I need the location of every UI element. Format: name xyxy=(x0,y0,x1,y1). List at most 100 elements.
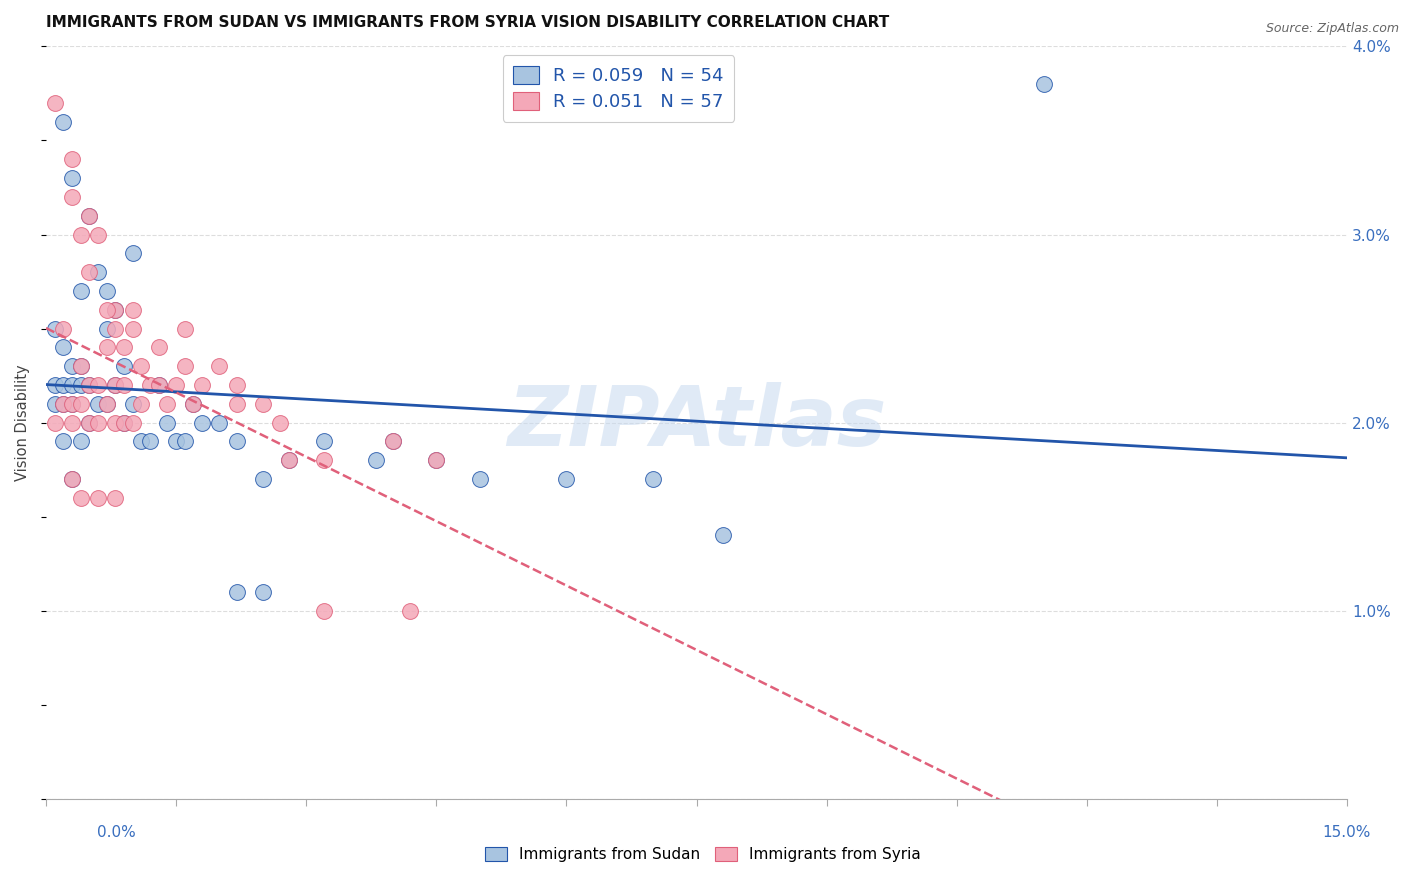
Point xyxy=(156,397,179,411)
Point xyxy=(52,397,75,411)
Point xyxy=(121,416,143,430)
Point xyxy=(643,472,665,486)
Point xyxy=(121,246,143,260)
Point xyxy=(312,453,335,467)
Point xyxy=(104,416,127,430)
Legend: Immigrants from Sudan, Immigrants from Syria: Immigrants from Sudan, Immigrants from S… xyxy=(479,840,927,868)
Point xyxy=(165,434,187,449)
Point xyxy=(1032,77,1054,91)
Point xyxy=(269,416,291,430)
Point xyxy=(96,284,118,298)
Point xyxy=(87,265,110,279)
Point xyxy=(173,321,195,335)
Point xyxy=(79,265,101,279)
Point xyxy=(425,453,447,467)
Point xyxy=(79,378,101,392)
Point xyxy=(79,416,101,430)
Point xyxy=(69,359,91,373)
Point xyxy=(121,321,143,335)
Point xyxy=(44,95,66,110)
Point xyxy=(165,378,187,392)
Text: IMMIGRANTS FROM SUDAN VS IMMIGRANTS FROM SYRIA VISION DISABILITY CORRELATION CHA: IMMIGRANTS FROM SUDAN VS IMMIGRANTS FROM… xyxy=(46,15,889,30)
Point xyxy=(252,397,274,411)
Point xyxy=(112,359,135,373)
Point xyxy=(173,359,195,373)
Point xyxy=(191,416,214,430)
Point xyxy=(208,416,231,430)
Point xyxy=(44,416,66,430)
Point xyxy=(87,397,110,411)
Point xyxy=(69,434,91,449)
Point xyxy=(52,340,75,354)
Point xyxy=(79,209,101,223)
Point xyxy=(104,321,127,335)
Point xyxy=(104,378,127,392)
Point xyxy=(96,321,118,335)
Point xyxy=(60,153,83,167)
Text: 15.0%: 15.0% xyxy=(1323,825,1371,839)
Point xyxy=(139,378,162,392)
Point xyxy=(225,378,247,392)
Point xyxy=(60,472,83,486)
Point xyxy=(52,321,75,335)
Point xyxy=(52,434,75,449)
Point xyxy=(96,302,118,317)
Point xyxy=(44,321,66,335)
Point xyxy=(225,584,247,599)
Point xyxy=(79,416,101,430)
Point xyxy=(60,416,83,430)
Point xyxy=(183,397,205,411)
Point xyxy=(112,416,135,430)
Point xyxy=(60,359,83,373)
Point xyxy=(312,434,335,449)
Point xyxy=(252,472,274,486)
Point xyxy=(364,453,387,467)
Point xyxy=(225,397,247,411)
Point xyxy=(225,434,247,449)
Point xyxy=(60,171,83,186)
Legend: R = 0.059   N = 54, R = 0.051   N = 57: R = 0.059 N = 54, R = 0.051 N = 57 xyxy=(502,55,734,122)
Point xyxy=(104,378,127,392)
Point xyxy=(104,491,127,505)
Point xyxy=(131,359,153,373)
Point xyxy=(425,453,447,467)
Text: Source: ZipAtlas.com: Source: ZipAtlas.com xyxy=(1265,22,1399,36)
Point xyxy=(79,378,101,392)
Point xyxy=(555,472,578,486)
Point xyxy=(173,434,195,449)
Point xyxy=(191,378,214,392)
Point xyxy=(44,397,66,411)
Point xyxy=(121,302,143,317)
Point xyxy=(60,397,83,411)
Point xyxy=(468,472,491,486)
Point xyxy=(104,302,127,317)
Point xyxy=(69,227,91,242)
Y-axis label: Vision Disability: Vision Disability xyxy=(15,364,30,481)
Point xyxy=(131,434,153,449)
Point xyxy=(104,302,127,317)
Point xyxy=(148,340,170,354)
Point xyxy=(312,604,335,618)
Point xyxy=(121,397,143,411)
Point xyxy=(69,378,91,392)
Point xyxy=(112,378,135,392)
Point xyxy=(139,434,162,449)
Point xyxy=(711,528,734,542)
Point xyxy=(69,284,91,298)
Point xyxy=(87,378,110,392)
Point xyxy=(69,359,91,373)
Point xyxy=(44,378,66,392)
Point xyxy=(60,378,83,392)
Point xyxy=(156,416,179,430)
Point xyxy=(208,359,231,373)
Text: ZIPAtlas: ZIPAtlas xyxy=(508,382,886,463)
Point xyxy=(60,472,83,486)
Point xyxy=(79,209,101,223)
Point xyxy=(52,397,75,411)
Point xyxy=(69,397,91,411)
Point xyxy=(96,340,118,354)
Point xyxy=(183,397,205,411)
Point xyxy=(69,491,91,505)
Point xyxy=(277,453,299,467)
Point xyxy=(252,584,274,599)
